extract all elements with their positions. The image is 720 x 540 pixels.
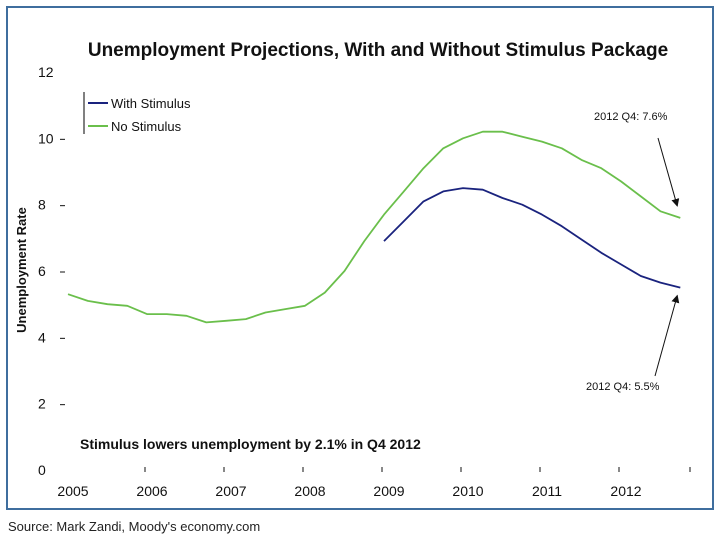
x-tick-label: 2007 xyxy=(215,483,246,499)
legend-label-with-stimulus: With Stimulus xyxy=(111,96,191,111)
y-tick-label: 12 xyxy=(38,64,54,80)
annotation-layer: 2012 Q4: 7.6% 2012 Q4: 5.5% xyxy=(586,111,680,393)
source-caption: Source: Mark Zandi, Moody's economy.com xyxy=(8,519,261,534)
x-tick-label: 2009 xyxy=(373,483,404,499)
y-tick-label: 8 xyxy=(38,197,46,213)
chart-title: Unemployment Projections, With and Witho… xyxy=(88,40,668,61)
callout-no-stimulus-label: 2012 Q4: 7.6% xyxy=(594,111,668,123)
legend: With Stimulus No Stimulus xyxy=(83,92,191,134)
chart-note: Stimulus lowers unemployment by 2.1% in … xyxy=(80,436,421,452)
callout-with-stimulus-label: 2012 Q4: 5.5% xyxy=(586,381,660,393)
series-layer xyxy=(67,130,681,324)
y-tick-label: 2 xyxy=(38,396,46,412)
chart-frame xyxy=(6,6,714,510)
legend-label-no-stimulus: No Stimulus xyxy=(111,119,182,134)
series-line-with-stimulus xyxy=(383,187,681,289)
x-tick-label: 2006 xyxy=(136,483,167,499)
y-tick-label: 10 xyxy=(38,130,54,146)
x-tick-label: 2011 xyxy=(532,483,562,499)
x-tick-label: 2008 xyxy=(294,483,325,499)
y-tick-label: 6 xyxy=(38,263,46,279)
callout-arrow-with-stimulus xyxy=(654,294,680,377)
x-tick-label: 2012 xyxy=(610,483,641,499)
x-tick-label: 2010 xyxy=(452,483,483,499)
callout-arrow-no-stimulus xyxy=(657,137,680,207)
tick-layer: 0 2 4 6 8 10 12 2005 2006 2007 2008 2009 2010 2011 201… xyxy=(38,64,691,499)
y-axis-label: Unemployment Rate xyxy=(14,207,29,333)
y-tick-label: 0 xyxy=(38,462,46,478)
y-tick-label: 4 xyxy=(38,329,46,345)
series-line-no-stimulus xyxy=(67,130,681,324)
x-tick-label: 2005 xyxy=(57,483,88,499)
